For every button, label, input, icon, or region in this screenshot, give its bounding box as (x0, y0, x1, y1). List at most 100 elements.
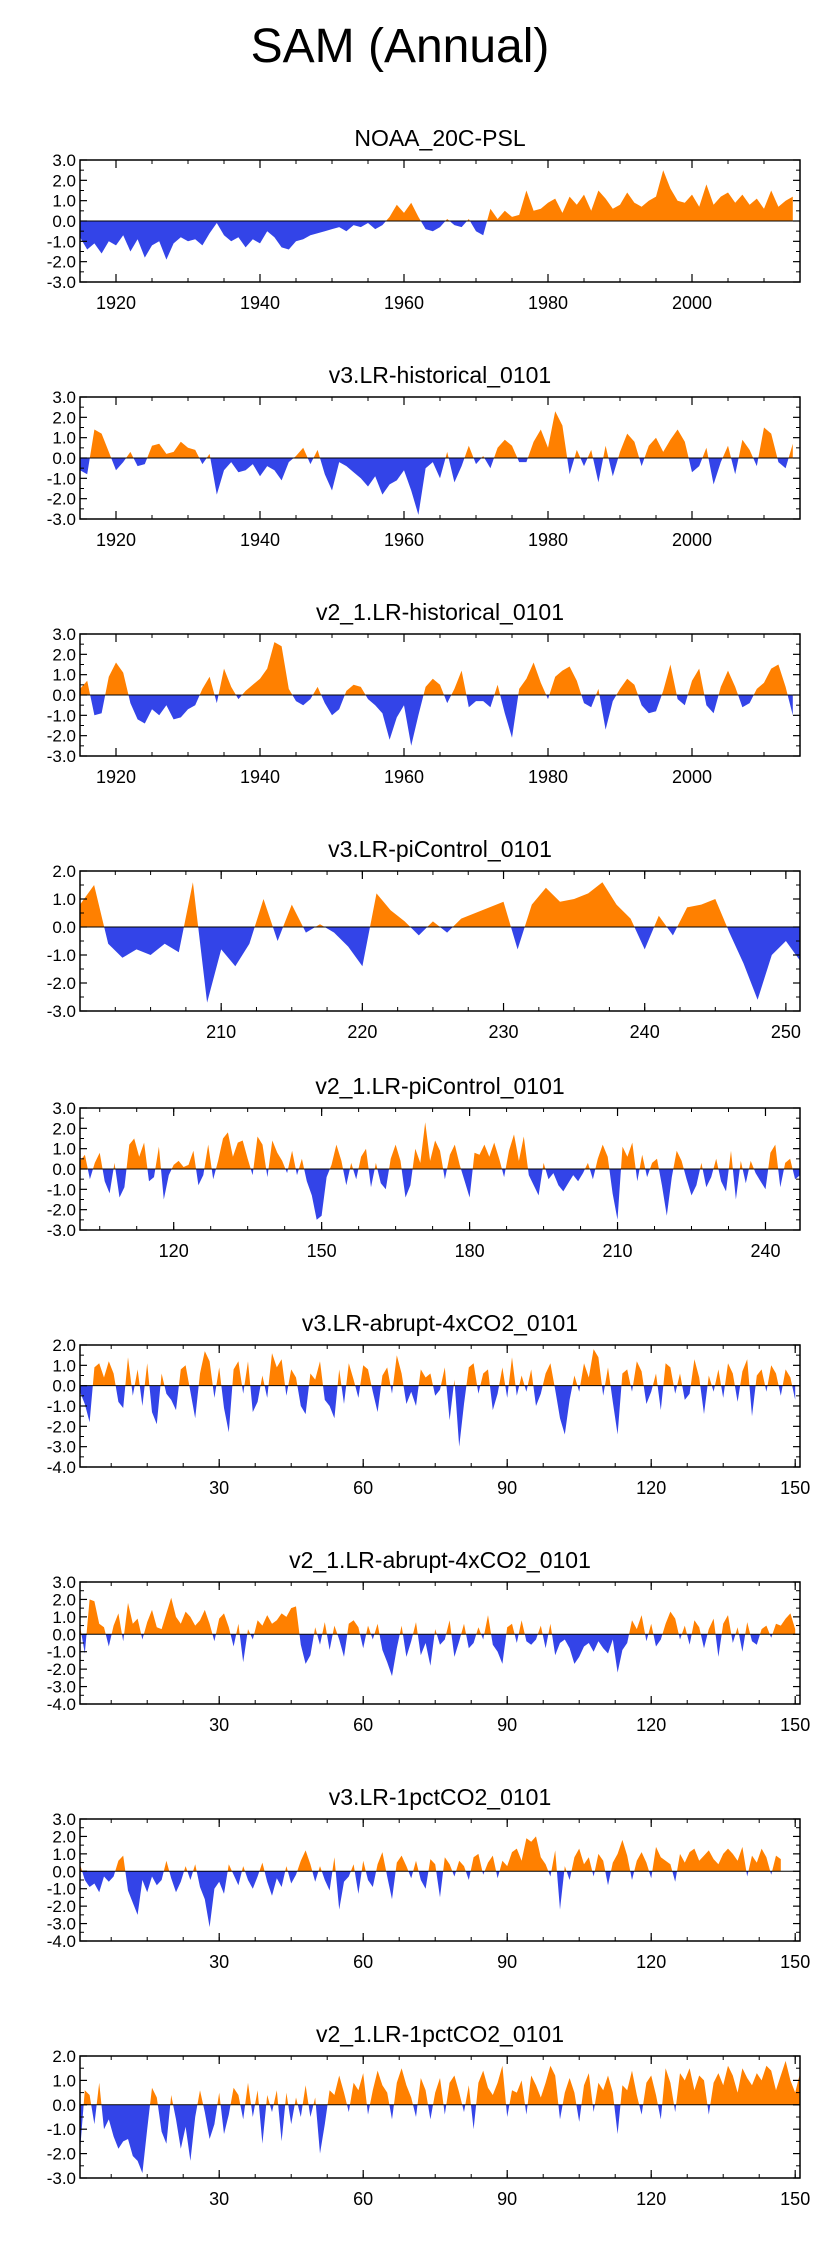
positive-area (83, 2060, 800, 2105)
negative-area (80, 1634, 796, 1677)
y-tick-label: -2.0 (47, 1417, 76, 1436)
x-tick-label: 60 (353, 1715, 373, 1735)
negative-area (80, 695, 793, 746)
plot-frame (79, 1344, 801, 1468)
y-tick-label: 0.0 (52, 686, 76, 705)
y-tick-label: -4.0 (47, 1932, 76, 1951)
positive-area (92, 1349, 793, 1386)
y-tick-label: -1.0 (47, 1180, 76, 1199)
positive-area (80, 1122, 800, 1169)
x-tick-label: 220 (347, 1022, 377, 1042)
negative-area (80, 1385, 796, 1447)
y-tick-label: 0.0 (52, 1377, 76, 1396)
y-tick-label: 0.0 (52, 1862, 76, 1881)
x-tick-label: 2000 (672, 530, 712, 550)
plot-frame (79, 870, 801, 1012)
x-tick-label: 150 (780, 1478, 810, 1498)
x-tick-label: 60 (353, 2189, 373, 2209)
x-tick-label: 30 (209, 1715, 229, 1735)
positive-area (80, 170, 793, 221)
y-tick-label: 2.0 (52, 1590, 76, 1609)
x-tick-label: 1960 (384, 530, 424, 550)
y-tick-label: 3.0 (52, 151, 76, 170)
x-tick-label: 60 (353, 1952, 373, 1972)
y-tick-label: -2.0 (47, 2145, 76, 2164)
x-tick-label: 1940 (240, 530, 280, 550)
series-area (80, 882, 800, 1003)
panel-title: NOAA_20C-PSL (354, 125, 526, 151)
y-tick-label: 1.0 (52, 1845, 76, 1864)
x-tick-label: 210 (603, 1241, 633, 1261)
x-tick-label: 90 (497, 2189, 517, 2209)
y-tick-label: 0.0 (52, 212, 76, 231)
y-tick-label: 0.0 (52, 918, 76, 937)
y-tick-label: 2.0 (52, 862, 76, 881)
panel-title: v2_1.LR-piControl_0101 (315, 1073, 564, 1099)
y-tick-label: -2.0 (47, 1660, 76, 1679)
y-tick-label: 1.0 (52, 1140, 76, 1159)
y-tick-label: 0.0 (52, 449, 76, 468)
x-tick-label: 2000 (672, 767, 712, 787)
y-tick-label: -3.0 (47, 2169, 76, 2188)
y-tick-label: 2.0 (52, 645, 76, 664)
y-tick-label: -1.0 (47, 1397, 76, 1416)
y-tick-label: 0.0 (52, 1160, 76, 1179)
x-tick-label: 150 (307, 1241, 337, 1261)
chart-panel-1: NOAA_20C-PSL 3.02.0 1.00.0-1.0 -2.0-3.0 1920… (47, 125, 801, 313)
y-tick-label: 2.0 (52, 171, 76, 190)
y-tick-label: 1.0 (52, 666, 76, 685)
y-tick-label: 1.0 (52, 1608, 76, 1627)
y-tick-label: -3.0 (47, 747, 76, 766)
y-tick-label: 3.0 (52, 625, 76, 644)
chart-panel-6: v3.LR-abrupt-4xCO2_0101 2.01.0 0.0-1.0-2.0… (47, 1310, 811, 1498)
y-tick-label: -4.0 (47, 1458, 76, 1477)
y-tick-label: -2.0 (47, 1897, 76, 1916)
panel-title: v3.LR-historical_0101 (329, 362, 551, 388)
positive-area (80, 1597, 796, 1635)
x-tick-label: 1980 (528, 530, 568, 550)
y-tick-label: 1.0 (52, 2071, 76, 2090)
x-tick-label: 210 (206, 1022, 236, 1042)
y-tick-label: -3.0 (47, 1221, 76, 1240)
x-tick-label: 240 (630, 1022, 660, 1042)
x-tick-label: 30 (209, 2189, 229, 2209)
x-tick-label: 1940 (240, 767, 280, 787)
x-tick-label: 90 (497, 1478, 517, 1498)
x-tick-label: 90 (497, 1952, 517, 1972)
y-tick-label: 1.0 (52, 429, 76, 448)
x-tick-label: 120 (636, 1478, 666, 1498)
y-tick-label: 2.0 (52, 1827, 76, 1846)
y-tick-label: -3.0 (47, 1002, 76, 1021)
series-area (80, 411, 793, 515)
y-tick-label: -1.0 (47, 1643, 76, 1662)
chart-panel-8: v3.LR-1pctCO2_0101 3.02.01.00.0-1.0-2.0-3… (47, 1784, 811, 1972)
y-tick-label: 2.0 (52, 1336, 76, 1355)
x-tick-label: 120 (159, 1241, 189, 1261)
panel-title: v3.LR-1pctCO2_0101 (329, 1784, 551, 1810)
x-tick-label: 30 (209, 1952, 229, 1972)
x-tick-label: 150 (780, 1952, 810, 1972)
panel-title: v2_1.LR-abrupt-4xCO2_0101 (289, 1547, 591, 1573)
x-tick-label: 1960 (384, 293, 424, 313)
y-tick-label: -1.0 (47, 232, 76, 251)
y-tick-label: -1.0 (47, 2120, 76, 2139)
y-tick-label: 1.0 (52, 192, 76, 211)
x-tick-label: 1920 (96, 293, 136, 313)
panel-title: v3.LR-piControl_0101 (328, 836, 552, 862)
negative-area (80, 221, 793, 260)
x-tick-label: 120 (636, 1952, 666, 1972)
x-tick-label: 230 (489, 1022, 519, 1042)
y-tick-label: -3.0 (47, 1438, 76, 1457)
series-area (80, 170, 793, 260)
y-tick-label: 3.0 (52, 1573, 76, 1592)
y-tick-label: 1.0 (52, 890, 76, 909)
chart-panel-5: v2_1.LR-piControl_0101 3.02.0 1.00.0-1.0 -2… (47, 1073, 801, 1261)
panel-title: v3.LR-abrupt-4xCO2_0101 (302, 1310, 578, 1336)
negative-area (80, 1169, 800, 1220)
series-area (80, 1349, 796, 1447)
x-tick-label: 180 (455, 1241, 485, 1261)
x-tick-label: 1980 (528, 293, 568, 313)
x-tick-label: 2000 (672, 293, 712, 313)
x-tick-label: 1920 (96, 530, 136, 550)
y-tick-label: -2.0 (47, 727, 76, 746)
